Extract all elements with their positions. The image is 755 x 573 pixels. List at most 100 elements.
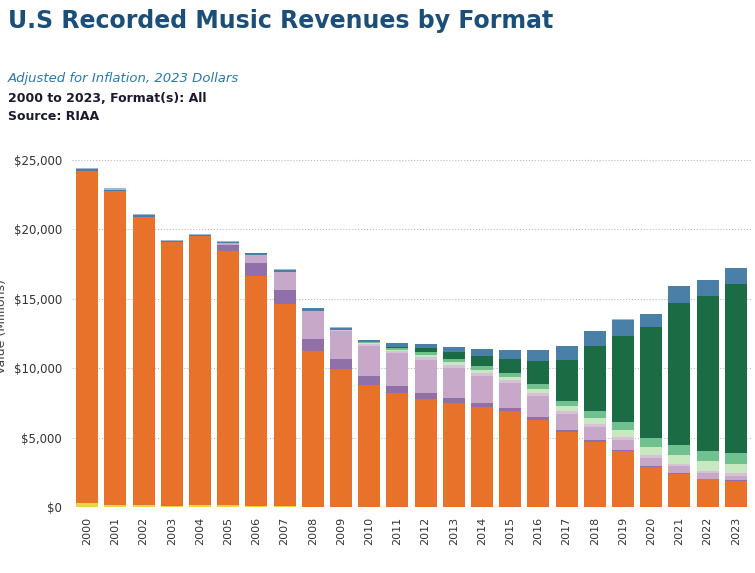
Bar [414,399,436,507]
Bar [414,358,436,360]
Bar [556,401,578,406]
Bar [414,344,436,348]
Bar [725,464,747,473]
Bar [330,359,352,369]
Bar [161,241,183,242]
Bar [104,505,126,507]
Bar [471,372,493,376]
Bar [556,411,578,414]
Bar [133,214,155,215]
Bar [725,268,747,284]
Bar [104,191,126,505]
Bar [302,308,324,311]
Bar [387,347,408,348]
Bar [668,464,690,466]
Bar [471,366,493,370]
Bar [697,461,719,471]
Text: U.S Recorded Music Revenues by Format: U.S Recorded Music Revenues by Format [8,9,553,33]
Bar [584,441,606,442]
Bar [640,314,662,327]
Bar [725,453,747,464]
Bar [358,343,381,344]
Bar [273,269,296,272]
Bar [189,236,211,505]
Bar [668,455,690,464]
Bar [217,251,239,505]
Bar [527,350,550,361]
Bar [640,447,662,456]
Bar [725,473,747,476]
Bar [358,344,381,346]
Bar [725,481,747,507]
Bar [668,466,690,473]
Bar [556,346,578,360]
Bar [725,476,747,480]
Bar [697,473,719,478]
Bar [414,355,436,358]
Bar [499,350,521,359]
Bar [668,473,690,474]
Bar [527,397,550,417]
Bar [697,296,719,451]
Bar [527,389,550,393]
Bar [612,437,634,440]
Bar [76,503,98,507]
Bar [499,409,521,411]
Bar [499,359,521,372]
Bar [442,352,465,359]
Bar [584,346,606,411]
Bar [217,505,239,507]
Bar [527,384,550,389]
Bar [612,422,634,430]
Bar [499,372,521,376]
Bar [612,450,634,452]
Bar [640,466,662,467]
Bar [161,240,183,241]
Bar [76,169,98,171]
Bar [330,328,352,330]
Bar [556,432,578,507]
Bar [358,340,381,343]
Bar [358,376,381,384]
Bar [584,425,606,427]
Bar [584,331,606,346]
Bar [668,474,690,507]
Bar [442,398,465,403]
Bar [499,380,521,383]
Bar [104,190,126,191]
Bar [612,452,634,507]
Bar [76,171,98,503]
Bar [245,506,267,507]
Bar [612,430,634,437]
Bar [640,467,662,507]
Bar [330,369,352,507]
Bar [556,406,578,411]
Bar [668,303,690,445]
Bar [527,393,550,397]
Bar [414,348,436,352]
Bar [612,336,634,422]
Y-axis label: Value (Millions): Value (Millions) [0,279,8,374]
Bar [387,348,408,350]
Bar [612,440,634,450]
Bar [442,362,465,365]
Text: Adjusted for Inflation, 2023 Dollars: Adjusted for Inflation, 2023 Dollars [8,72,239,85]
Bar [273,290,296,304]
Bar [387,386,408,393]
Text: Source: RIAA: Source: RIAA [8,110,99,123]
Bar [133,505,155,507]
Bar [387,351,408,354]
Bar [471,407,493,507]
Bar [584,418,606,425]
Text: 2000 to 2023, Format(s): All: 2000 to 2023, Format(s): All [8,92,206,105]
Bar [302,351,324,507]
Bar [133,217,155,505]
Bar [612,320,634,336]
Bar [387,350,408,351]
Bar [471,356,493,366]
Bar [725,284,747,453]
Bar [556,360,578,401]
Bar [217,242,239,243]
Bar [414,393,436,399]
Bar [697,471,719,473]
